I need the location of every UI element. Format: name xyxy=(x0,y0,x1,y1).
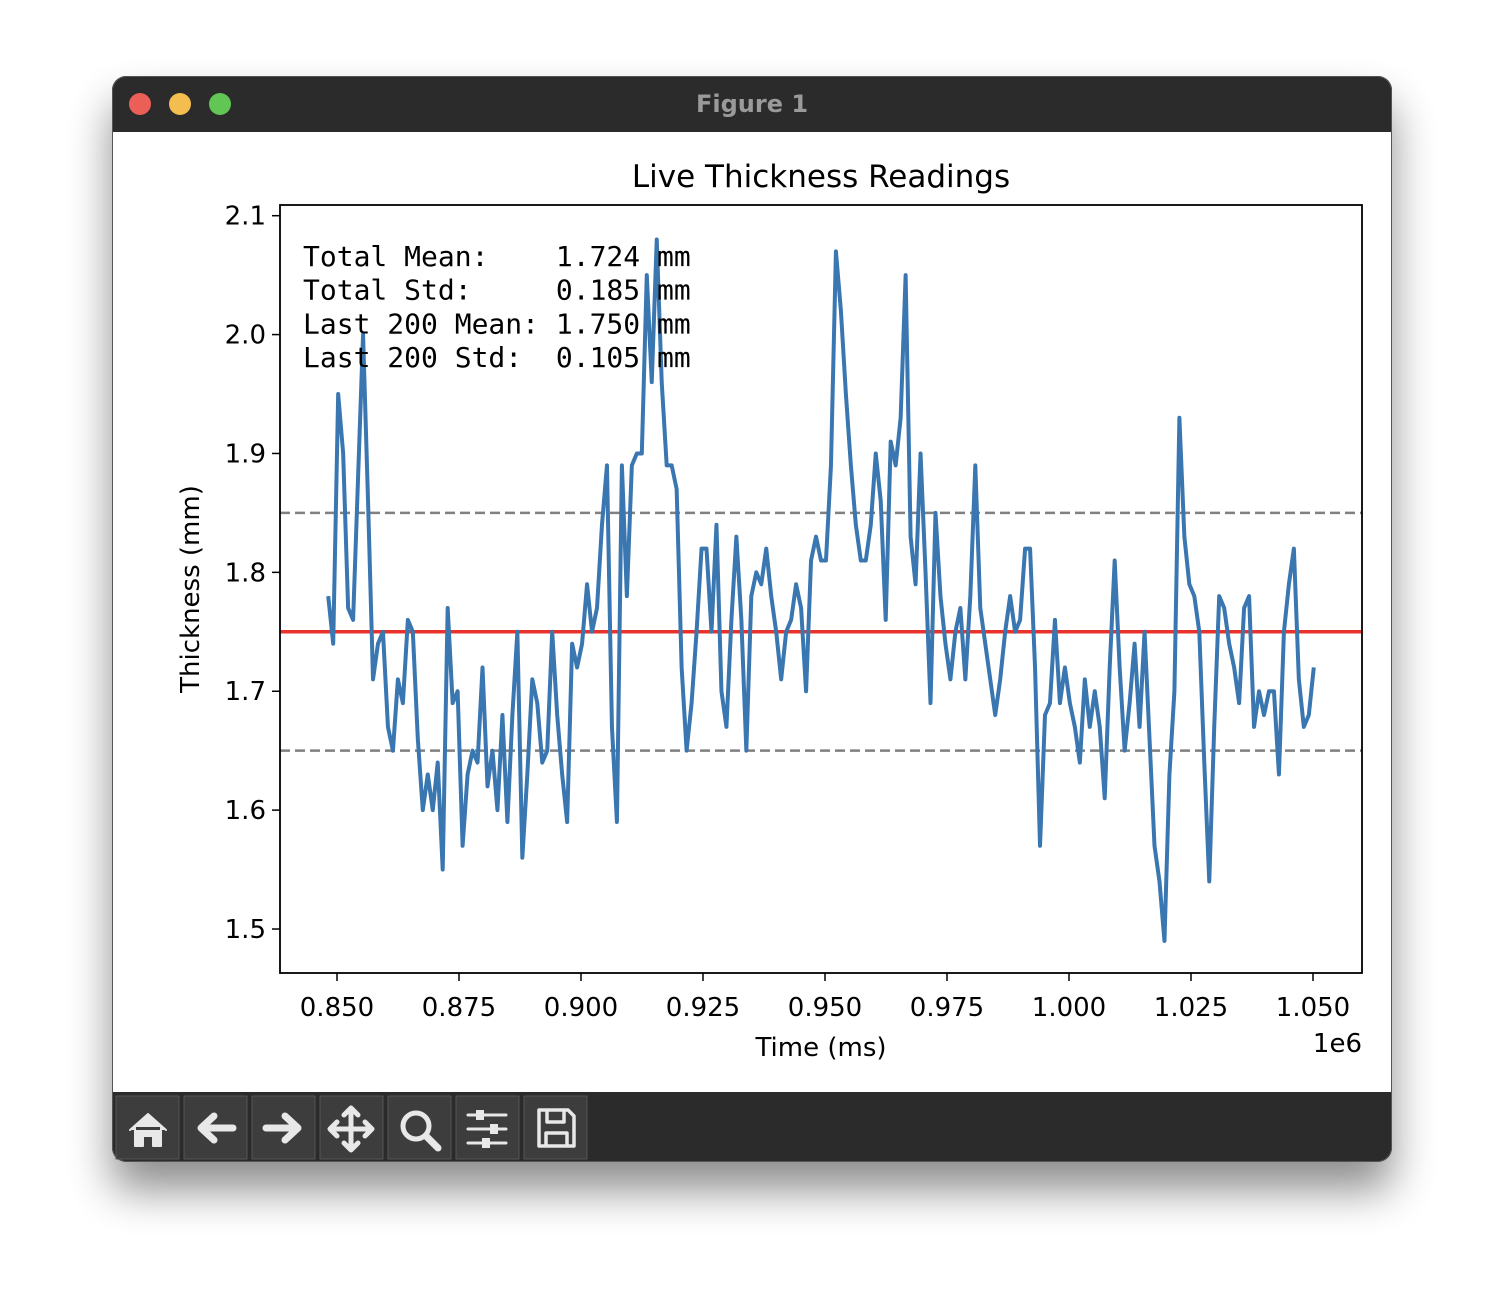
axes-frame xyxy=(279,204,1363,974)
x-tick-label: 0.900 xyxy=(544,993,618,1023)
x-tick-label: 0.975 xyxy=(910,993,984,1023)
minimize-button[interactable] xyxy=(169,93,191,115)
plot: 1.5 1.6 1.7 1.8 1.9 2.0 2.1 0.850 0.875 0.900 0.92… xyxy=(225,202,1363,1023)
save-icon xyxy=(537,1108,576,1148)
x-tick-label: 1.025 xyxy=(1154,993,1228,1023)
x-axis-label: Time (ms) xyxy=(754,1033,886,1063)
x-tick-label: 1.050 xyxy=(1276,993,1350,1023)
y-tick-label: 1.7 xyxy=(225,677,266,707)
data-line xyxy=(326,237,1316,943)
y-tick-label: 1.6 xyxy=(225,796,266,826)
pan-icon xyxy=(327,1105,375,1153)
window-title: Figure 1 xyxy=(696,90,808,118)
back-icon xyxy=(197,1112,237,1144)
window-border xyxy=(112,76,1392,1162)
save-button[interactable] xyxy=(523,1095,588,1160)
y-axis-label: Thickness (mm) xyxy=(176,485,206,694)
x-offset-label: 1e6 xyxy=(1313,1029,1362,1059)
x-tick-label: 0.850 xyxy=(300,993,374,1023)
close-button[interactable] xyxy=(129,93,151,115)
slider-knob xyxy=(482,1138,490,1148)
y-tick-label: 1.5 xyxy=(225,915,266,945)
title-bar xyxy=(112,76,1392,132)
y-tick-label: 2.1 xyxy=(225,202,266,232)
x-tick-label: 0.875 xyxy=(422,993,496,1023)
zoom-icon xyxy=(400,1110,432,1142)
chart-title: Live Thickness Readings xyxy=(632,159,1010,195)
y-tick-label: 1.8 xyxy=(225,558,266,588)
slider-knob xyxy=(476,1110,484,1120)
stats-annotation: Last 200 Mean: 1.750 mm xyxy=(303,307,691,340)
zoom-icon-handle xyxy=(422,1132,442,1152)
zoom-tool-button[interactable] xyxy=(387,1095,452,1160)
x-tick-label: 0.925 xyxy=(666,993,740,1023)
y-tick-label: 1.9 xyxy=(225,439,266,469)
home-button[interactable] xyxy=(115,1095,180,1160)
stats-annotation: Total Std: 0.185 mm xyxy=(303,274,691,307)
x-tick-label: 0.950 xyxy=(788,993,862,1023)
toolbar-buttons xyxy=(115,1095,588,1160)
zoom-button[interactable] xyxy=(209,93,231,115)
forward-icon xyxy=(262,1112,302,1144)
stats-annotation: Last 200 Std: 0.105 mm xyxy=(303,341,691,374)
home-icon xyxy=(129,1113,167,1147)
x-tick-label: 1.000 xyxy=(1032,993,1106,1023)
stats-annotation: Total Mean: 1.724 mm xyxy=(303,240,691,273)
y-tick-label: 2.0 xyxy=(225,321,266,351)
slider-knob xyxy=(490,1124,498,1134)
